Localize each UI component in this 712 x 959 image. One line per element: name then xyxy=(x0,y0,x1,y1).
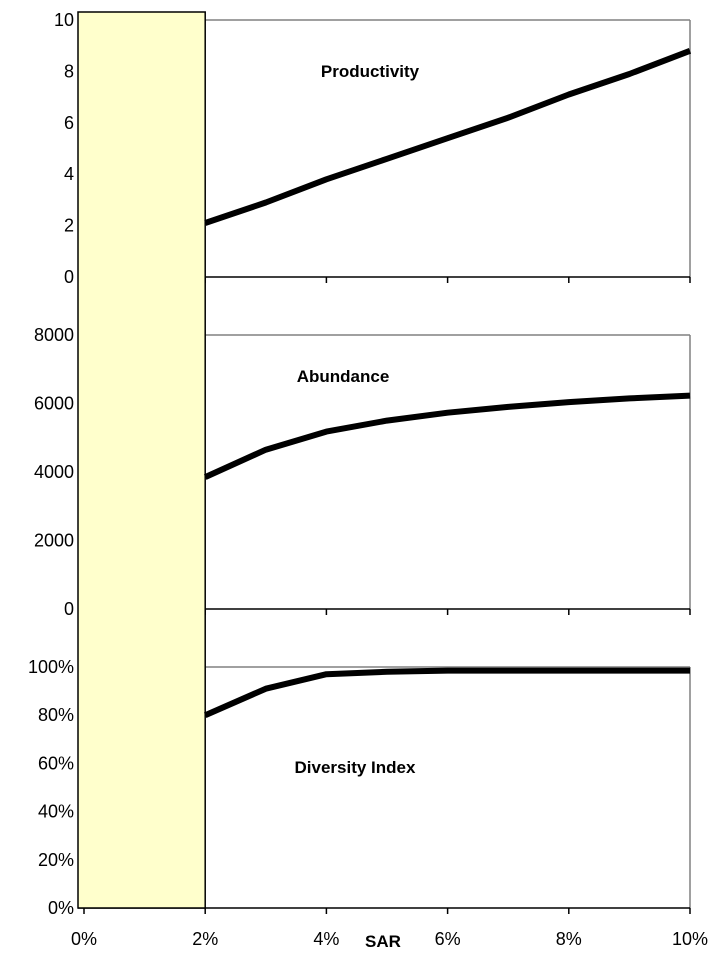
y-tick-label: 0% xyxy=(48,898,74,918)
y-tick-label: 100% xyxy=(28,657,74,677)
x-tick-label: 4% xyxy=(313,929,339,949)
y-tick-label: 8 xyxy=(64,61,74,81)
x-tick-label: 0% xyxy=(71,929,97,949)
panel-title: Productivity xyxy=(321,62,420,81)
y-tick-label: 6000 xyxy=(34,394,74,414)
y-tick-label: 80% xyxy=(38,705,74,725)
x-tick-label: 6% xyxy=(435,929,461,949)
y-tick-label: 0 xyxy=(64,599,74,619)
y-tick-label: 2 xyxy=(64,216,74,236)
y-tick-label: 60% xyxy=(38,753,74,773)
x-tick-label: 10% xyxy=(672,929,708,949)
y-tick-label: 10 xyxy=(54,10,74,30)
y-tick-label: 8000 xyxy=(34,325,74,345)
series-line-productivity xyxy=(204,47,692,226)
y-tick-label: 0 xyxy=(64,267,74,287)
x-tick-label: 2% xyxy=(192,929,218,949)
shaded-region xyxy=(77,11,206,909)
y-tick-label: 2000 xyxy=(34,531,74,551)
y-tick-label: 40% xyxy=(38,802,74,822)
panel-title: Diversity Index xyxy=(295,758,416,777)
y-tick-label: 20% xyxy=(38,850,74,870)
panel-title: Abundance xyxy=(297,367,390,386)
series-line-diversity-index xyxy=(203,667,690,718)
series-line-abundance xyxy=(203,392,691,480)
x-axis-title: SAR xyxy=(365,932,401,951)
y-tick-label: 4 xyxy=(64,164,74,184)
y-tick-label: 6 xyxy=(64,113,74,133)
x-tick-label: 8% xyxy=(556,929,582,949)
y-tick-label: 4000 xyxy=(34,462,74,482)
